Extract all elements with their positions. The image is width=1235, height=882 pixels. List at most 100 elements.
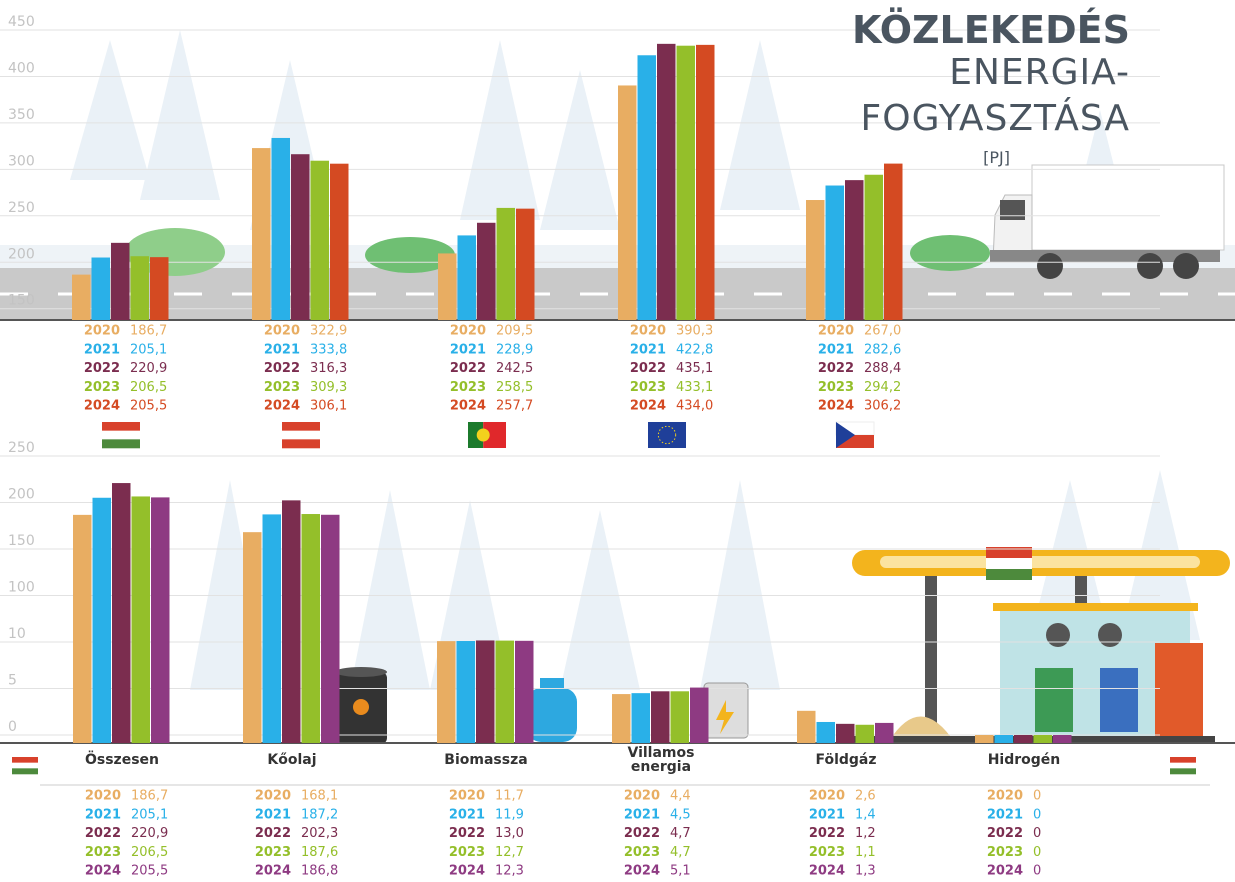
value-label: 0	[1033, 826, 1041, 841]
flag-stripe	[282, 430, 320, 440]
legend-year: 2024	[987, 864, 1023, 879]
value-label: 422,8	[676, 342, 713, 357]
flag	[648, 422, 686, 448]
legend-year: 2023	[630, 380, 666, 395]
bar	[1053, 735, 1072, 743]
value-label: 322,9	[310, 324, 347, 339]
bar	[618, 85, 637, 320]
legend-year: 2024	[85, 864, 121, 879]
bar	[1014, 735, 1033, 743]
bar	[516, 208, 535, 320]
legend-year: 2024	[449, 864, 485, 879]
value-label: 258,5	[496, 380, 533, 395]
bar	[797, 710, 816, 743]
bar	[92, 497, 111, 743]
value-label: 13,0	[495, 826, 524, 841]
bar	[456, 641, 475, 743]
bar	[696, 44, 715, 321]
bar	[111, 242, 130, 320]
bar	[130, 256, 149, 320]
bar	[855, 724, 874, 743]
flag	[282, 422, 320, 449]
bar	[806, 200, 825, 320]
flag-part	[657, 425, 677, 445]
value-label: 294,2	[864, 380, 901, 395]
legend-year: 2023	[809, 845, 845, 860]
flag-stripe	[12, 762, 38, 769]
value-label: 11,7	[495, 789, 524, 804]
legend-year: 2021	[809, 807, 845, 822]
legend-year: 2021	[630, 342, 666, 357]
flag-stripe	[12, 757, 38, 763]
y-tick-label: 10	[8, 626, 26, 642]
value-label: 1,4	[855, 807, 876, 822]
value-label: 433,1	[676, 380, 713, 395]
bar	[612, 694, 631, 743]
value-label: 205,5	[130, 399, 167, 414]
value-label: 202,3	[301, 826, 338, 841]
value-label: 220,9	[131, 826, 168, 841]
legend-year: 2024	[818, 399, 854, 414]
flag-stripe	[282, 422, 320, 431]
y-tick-label: 400	[8, 60, 35, 76]
legend-year: 2022	[809, 826, 845, 841]
unit: [PJ]	[983, 148, 1010, 167]
legend-year: 2024	[84, 399, 120, 414]
legend-year: 2024	[624, 864, 660, 879]
value-label: 4,7	[670, 826, 691, 841]
value-label: 4,4	[670, 789, 691, 804]
value-label: 0	[1033, 864, 1041, 879]
bar	[91, 257, 110, 320]
legend-year: 2021	[624, 807, 660, 822]
y-tick-label: 100	[8, 580, 35, 596]
value-label: 187,2	[301, 807, 338, 822]
value-label: 242,5	[496, 361, 533, 376]
legend-year: 2021	[987, 807, 1023, 822]
legend-year: 2023	[255, 845, 291, 860]
legend-year: 2022	[85, 826, 121, 841]
bar	[437, 641, 456, 743]
bar	[151, 497, 170, 743]
value-label: 12,3	[495, 864, 524, 879]
legend-year: 2023	[449, 845, 485, 860]
flag-stripe	[102, 430, 140, 440]
bar	[271, 137, 290, 320]
bar	[690, 687, 709, 743]
value-label: 186,7	[131, 789, 168, 804]
value-label: 306,1	[310, 399, 347, 414]
value-label: 205,1	[131, 807, 168, 822]
bar	[816, 721, 835, 743]
flag-stripe	[102, 439, 140, 449]
legend-year: 2023	[818, 380, 854, 395]
legend-year: 2021	[449, 807, 485, 822]
flag-stripe	[1170, 762, 1196, 769]
legend-year: 2024	[450, 399, 486, 414]
bar	[73, 514, 92, 743]
bar	[282, 500, 301, 743]
bar	[515, 640, 534, 743]
legend-year: 2021	[85, 807, 121, 822]
legend-year: 2021	[818, 342, 854, 357]
bar	[631, 693, 650, 743]
bar	[495, 640, 514, 743]
value-label: 0	[1033, 807, 1041, 822]
y-tick-label: 250	[8, 200, 35, 216]
legend-year: 2020	[630, 324, 666, 339]
category-label: Biomassza	[444, 752, 528, 768]
value-label: 316,3	[310, 361, 347, 376]
value-label: 1,1	[855, 845, 876, 860]
y-tick-label: 250	[8, 440, 35, 456]
icons	[335, 667, 749, 744]
value-label: 220,9	[130, 361, 167, 376]
value-label: 1,2	[855, 826, 876, 841]
flag	[102, 422, 140, 449]
category-label: Villamos energia	[627, 745, 695, 775]
legend-year: 2020	[449, 789, 485, 804]
legend-year: 2022	[450, 361, 486, 376]
flag-stripe	[12, 768, 38, 775]
bar	[301, 514, 320, 743]
legend-year: 2022	[264, 361, 300, 376]
bar	[252, 148, 271, 320]
legend-year: 2022	[987, 826, 1023, 841]
